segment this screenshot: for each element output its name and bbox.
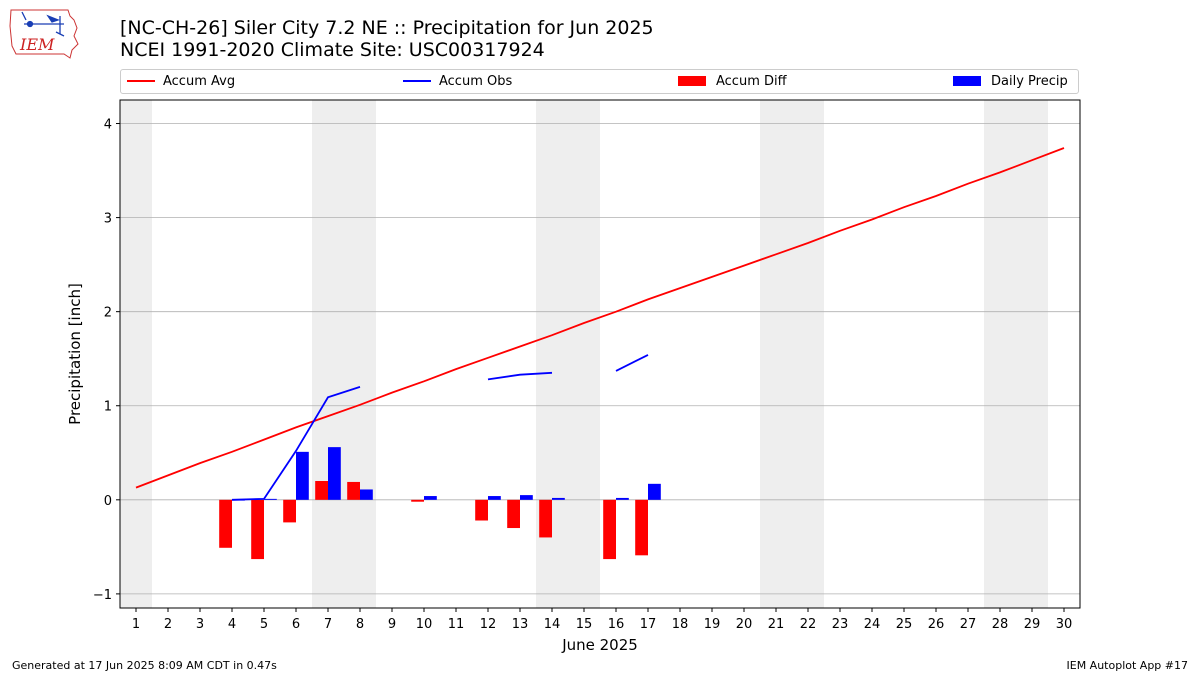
daily-precip-bar bbox=[328, 447, 341, 500]
daily-precip-bar bbox=[520, 495, 533, 500]
daily-precip-bar bbox=[424, 496, 437, 500]
x-tick-label: 22 bbox=[800, 617, 817, 632]
y-tick-label: 3 bbox=[104, 212, 112, 227]
legend-label-accum-avg: Accum Avg bbox=[163, 74, 236, 89]
daily-precip-bar bbox=[552, 497, 565, 500]
chart-legend: Accum Avg Accum Obs Accum Diff Daily Pre… bbox=[120, 69, 1079, 94]
daily-precip-bar bbox=[296, 451, 309, 500]
y-axis-label: Precipitation [inch] bbox=[66, 283, 84, 425]
legend-swatch-accum-obs bbox=[403, 80, 431, 82]
accum-diff-bar bbox=[315, 481, 328, 500]
legend-label-accum-diff: Accum Diff bbox=[716, 74, 787, 89]
x-tick-label: 23 bbox=[832, 617, 849, 632]
legend-swatch-daily-precip bbox=[953, 76, 981, 86]
weather-instrument-icon bbox=[21, 11, 65, 37]
accum-diff-bar bbox=[251, 499, 264, 560]
x-tick-label: 16 bbox=[608, 617, 625, 632]
accum-diff-bar bbox=[635, 499, 648, 556]
accum-diff-bar bbox=[411, 499, 424, 502]
x-tick-label: 9 bbox=[388, 617, 396, 632]
chart-title-line2: NCEI 1991-2020 Climate Site: USC00317924 bbox=[120, 39, 545, 61]
x-tick-label: 3 bbox=[196, 617, 204, 632]
accum-diff-bar bbox=[603, 499, 616, 560]
y-tick-label: 0 bbox=[104, 494, 112, 509]
daily-precip-bar bbox=[360, 489, 373, 500]
plot-frame bbox=[119, 99, 1081, 609]
x-tick-label: 18 bbox=[672, 617, 689, 632]
weekend-shade bbox=[344, 100, 376, 608]
x-tick-label: 11 bbox=[448, 617, 465, 632]
footer-generated-text: Generated at 17 Jun 2025 8:09 AM CDT in … bbox=[12, 659, 277, 672]
legend-swatch-accum-avg bbox=[127, 80, 155, 82]
x-tick-label: 30 bbox=[1056, 617, 1073, 632]
x-tick-label: 28 bbox=[992, 617, 1009, 632]
y-tick-label: 2 bbox=[104, 306, 112, 321]
x-tick-label: 21 bbox=[768, 617, 785, 632]
x-tick-label: 2 bbox=[164, 617, 172, 632]
weekend-shade bbox=[536, 100, 568, 608]
iowa-state-outline-icon bbox=[9, 9, 79, 59]
x-tick-label: 1 bbox=[132, 617, 140, 632]
x-tick-label: 24 bbox=[864, 617, 881, 632]
daily-precip-bar bbox=[232, 499, 245, 501]
x-tick-label: 14 bbox=[544, 617, 561, 632]
weekend-shade bbox=[760, 100, 792, 608]
accum-obs-line bbox=[615, 354, 649, 372]
x-tick-label: 26 bbox=[928, 617, 945, 632]
accum-avg-line bbox=[135, 147, 1065, 489]
x-tick-label: 10 bbox=[416, 617, 433, 632]
weekend-shade bbox=[1016, 100, 1048, 608]
daily-precip-bar bbox=[264, 498, 277, 500]
footer-app-id: IEM Autoplot App #17 bbox=[1066, 659, 1189, 672]
accum-obs-line bbox=[487, 371, 553, 381]
chart-title-line1: [NC-CH-26] Siler City 7.2 NE :: Precipit… bbox=[120, 17, 654, 39]
x-tick-label: 13 bbox=[512, 617, 529, 632]
x-tick-label: 4 bbox=[228, 617, 236, 632]
logo-text: IEM bbox=[19, 35, 55, 54]
x-tick-label: 5 bbox=[260, 617, 268, 632]
accum-diff-bar bbox=[283, 499, 296, 523]
x-tick-label: 19 bbox=[704, 617, 721, 632]
weekend-shade bbox=[792, 100, 824, 608]
x-tick-label: 29 bbox=[1024, 617, 1041, 632]
accum-diff-bar bbox=[539, 499, 552, 538]
x-tick-label: 27 bbox=[960, 617, 977, 632]
iem-logo: IEM bbox=[9, 9, 79, 59]
x-tick-label: 8 bbox=[356, 617, 364, 632]
x-tick-label: 15 bbox=[576, 617, 593, 632]
legend-label-daily-precip: Daily Precip bbox=[991, 74, 1068, 89]
x-tick-label: 6 bbox=[292, 617, 300, 632]
legend-label-accum-obs: Accum Obs bbox=[439, 74, 513, 89]
daily-precip-bar bbox=[616, 497, 629, 500]
accum-diff-bar bbox=[219, 499, 232, 548]
x-tick-label: 7 bbox=[324, 617, 332, 632]
y-tick-label: −1 bbox=[93, 588, 112, 603]
y-tick-label: 1 bbox=[104, 400, 112, 415]
accum-diff-bar bbox=[507, 499, 520, 529]
accum-diff-bar bbox=[347, 481, 360, 500]
weekend-shade bbox=[120, 100, 152, 608]
x-axis-label: June 2025 bbox=[561, 636, 638, 654]
daily-precip-bar bbox=[648, 483, 661, 500]
x-tick-label: 20 bbox=[736, 617, 753, 632]
weekend-shade bbox=[984, 100, 1016, 608]
x-tick-label: 25 bbox=[896, 617, 913, 632]
accum-obs-line bbox=[231, 386, 361, 501]
weekend-shade bbox=[568, 100, 600, 608]
x-tick-label: 17 bbox=[640, 617, 657, 632]
daily-precip-bar bbox=[488, 496, 501, 500]
x-tick-label: 12 bbox=[480, 617, 497, 632]
y-tick-label: 4 bbox=[104, 118, 112, 133]
weekend-shade bbox=[312, 100, 344, 608]
accum-diff-bar bbox=[475, 499, 488, 521]
legend-swatch-accum-diff bbox=[678, 76, 706, 86]
